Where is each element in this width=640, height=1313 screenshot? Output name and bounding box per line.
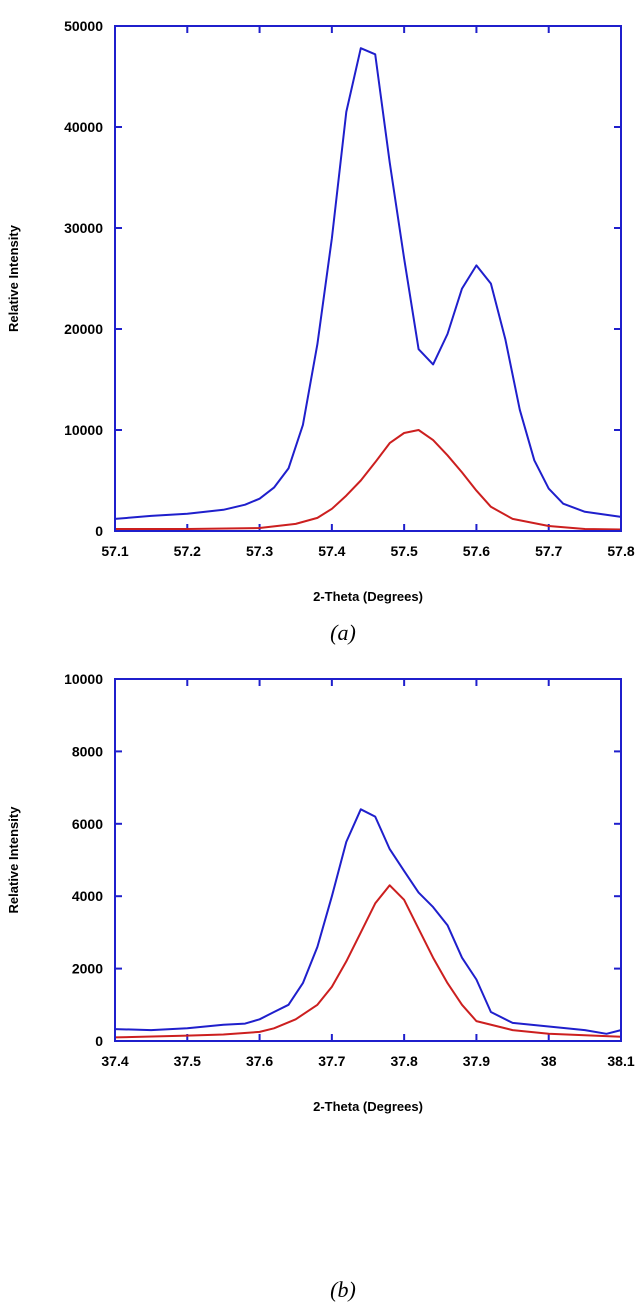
y-ticks: 0 10000 20000 30000 40000 50000 — [64, 18, 621, 539]
plot-frame — [114, 678, 622, 1042]
y-tick-label: 4000 — [72, 888, 103, 904]
x-tick-label: 57.1 — [101, 543, 128, 559]
y-tick-label: 10000 — [64, 671, 103, 687]
series-line-2 — [114, 884, 622, 1039]
x-tick-label: 37.4 — [101, 1053, 128, 1069]
panel-caption: (b) — [330, 1277, 356, 1302]
series-group — [114, 808, 622, 1039]
y-tick-label: 8000 — [72, 743, 103, 759]
y-tick-label: 20000 — [64, 321, 103, 337]
series-group — [114, 47, 622, 531]
x-tick-label: 57.7 — [535, 543, 562, 559]
x-tick-label: 37.8 — [391, 1053, 418, 1069]
y-ticks: 0 2000 4000 6000 8000 10000 — [64, 671, 621, 1049]
y-tick-label: 40000 — [64, 119, 103, 135]
x-tick-label: 37.6 — [246, 1053, 273, 1069]
series-line-1 — [114, 47, 622, 520]
x-tick-label: 37.9 — [463, 1053, 490, 1069]
x-tick-label: 57.3 — [246, 543, 273, 559]
x-tick-label: 37.7 — [318, 1053, 345, 1069]
x-tick-label: 38 — [541, 1053, 557, 1069]
y-axis-title: Relative Intensity — [6, 224, 21, 332]
x-tick-label: 57.2 — [174, 543, 201, 559]
series-line-2 — [115, 429, 622, 531]
y-tick-label: 30000 — [64, 220, 103, 236]
series-line-1 — [114, 808, 622, 1035]
y-tick-label: 50000 — [64, 18, 103, 34]
y-tick-label: 6000 — [72, 816, 103, 832]
x-tick-label: 57.5 — [391, 543, 418, 559]
panel-caption: (a) — [330, 620, 356, 645]
plot-frame — [114, 25, 622, 532]
x-axis-title: 2-Theta (Degrees) — [313, 589, 423, 604]
x-ticks: 37.4 37.5 37.6 37.7 37.8 37.9 38 38.1 — [101, 679, 635, 1069]
x-tick-label: 57.6 — [463, 543, 490, 559]
x-tick-label: 57.4 — [318, 543, 345, 559]
x-tick-label: 57.8 — [607, 543, 634, 559]
y-axis-title: Relative Intensity — [6, 806, 21, 914]
y-tick-label: 10000 — [64, 422, 103, 438]
x-tick-label: 37.5 — [174, 1053, 201, 1069]
x-ticks: 57.1 57.2 57.3 57.4 57.5 57.6 57.7 57.8 — [101, 26, 635, 559]
y-tick-label: 2000 — [72, 961, 103, 977]
x-tick-label: 38.1 — [607, 1053, 634, 1069]
y-tick-label: 0 — [95, 523, 103, 539]
y-tick-label: 0 — [95, 1033, 103, 1049]
x-axis-title: 2-Theta (Degrees) — [313, 1099, 423, 1114]
